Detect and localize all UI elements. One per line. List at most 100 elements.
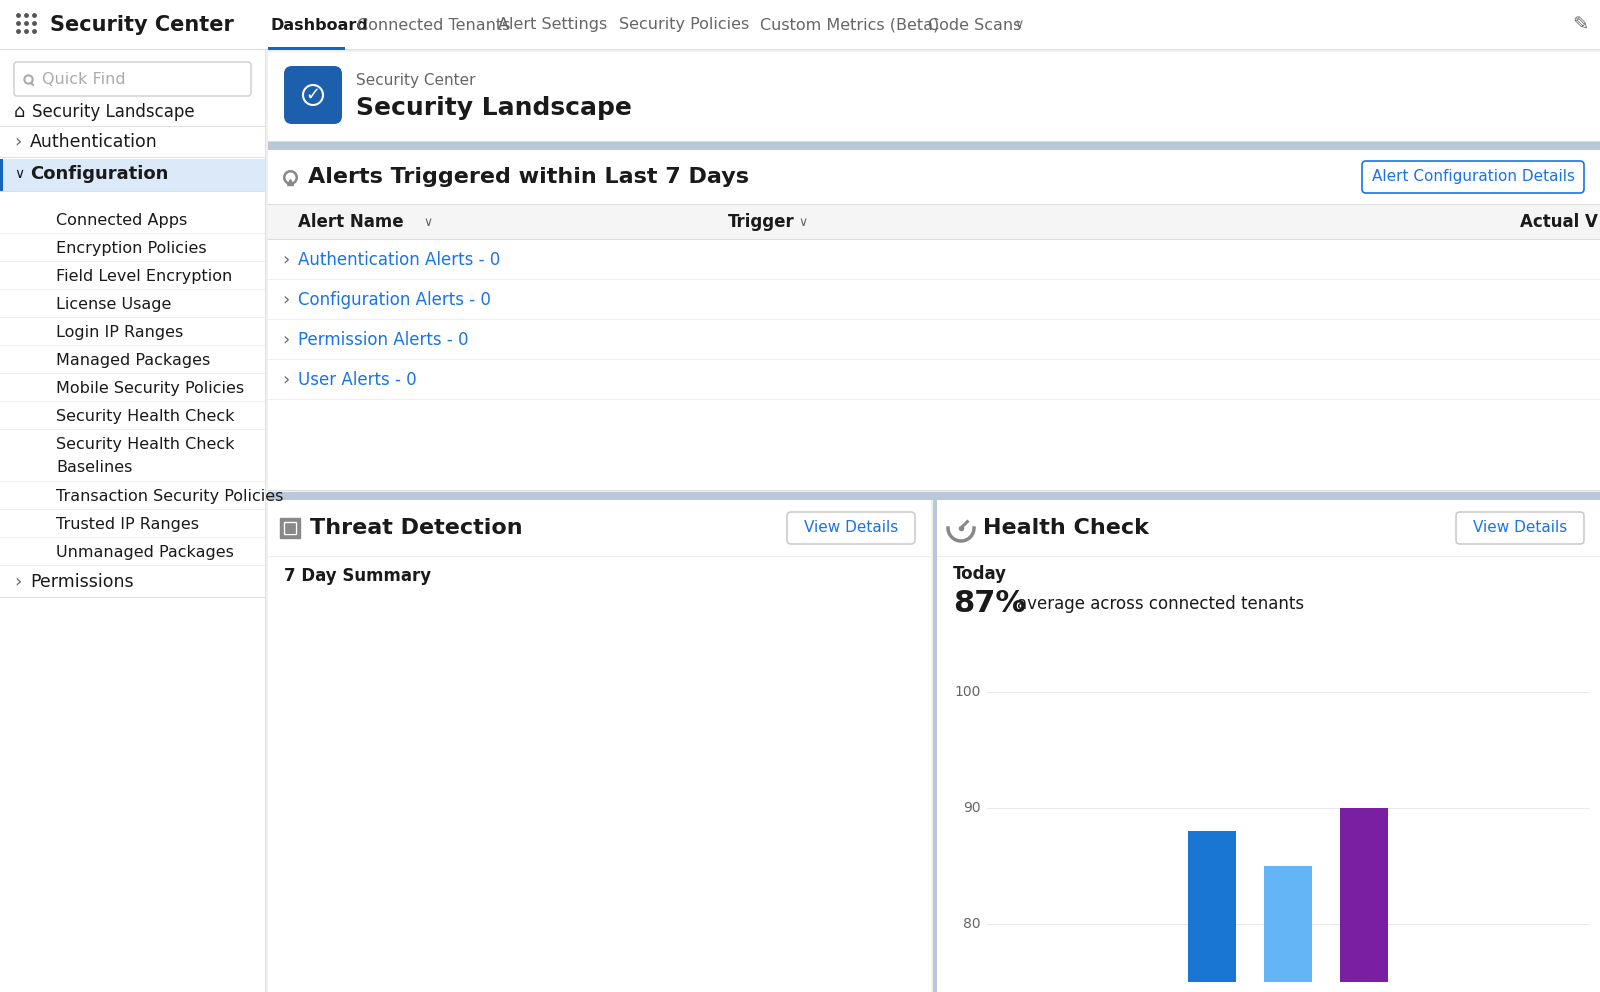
FancyBboxPatch shape: [787, 512, 915, 544]
Bar: [0, 373, 266, 374]
Bar: [269, 359, 1600, 360]
Bar: [1264, 866, 1312, 982]
Bar: [0, 159, 3, 191]
Bar: [0, 0, 1600, 50]
Bar: [269, 142, 1600, 150]
Text: Unmanaged Packages: Unmanaged Packages: [56, 545, 234, 559]
Text: Actual V: Actual V: [1520, 213, 1598, 231]
FancyBboxPatch shape: [1362, 161, 1584, 193]
Bar: [269, 280, 1600, 320]
Text: Permission Alerts - 0: Permission Alerts - 0: [298, 331, 469, 349]
Bar: [987, 807, 1590, 808]
Bar: [269, 150, 1600, 490]
Bar: [269, 141, 1600, 142]
Text: ▪: ▪: [283, 519, 296, 538]
Text: Connected Apps: Connected Apps: [56, 212, 187, 227]
Text: Security Center: Security Center: [50, 15, 234, 35]
FancyBboxPatch shape: [1456, 512, 1584, 544]
Text: 80: 80: [963, 917, 981, 931]
Text: ›: ›: [282, 331, 290, 349]
Text: License Usage: License Usage: [56, 297, 171, 311]
Bar: [269, 47, 346, 50]
Bar: [938, 500, 1600, 992]
Text: Security Health Check: Security Health Check: [56, 409, 235, 424]
Text: Configuration Alerts - 0: Configuration Alerts - 0: [298, 291, 491, 309]
Text: Security Health Check: Security Health Check: [56, 436, 235, 451]
Text: Alert Name: Alert Name: [298, 213, 403, 231]
Text: Alerts Triggered within Last 7 Days: Alerts Triggered within Last 7 Days: [307, 167, 749, 187]
Text: Encryption Policies: Encryption Policies: [56, 240, 206, 256]
Bar: [269, 492, 1600, 500]
Bar: [0, 509, 266, 510]
Text: Trusted IP Ranges: Trusted IP Ranges: [56, 517, 198, 532]
Bar: [0, 49, 1600, 50]
Bar: [0, 537, 266, 538]
Bar: [269, 204, 1600, 240]
Bar: [1187, 831, 1235, 982]
Bar: [0, 157, 266, 158]
Text: Custom Metrics (Beta): Custom Metrics (Beta): [760, 18, 939, 33]
Bar: [269, 239, 1600, 240]
Text: Alert Settings: Alert Settings: [498, 18, 608, 33]
Bar: [0, 126, 266, 127]
Text: 90: 90: [963, 801, 981, 815]
Text: Security Policies: Security Policies: [619, 18, 749, 33]
Bar: [0, 429, 266, 430]
Bar: [269, 319, 1600, 320]
Text: Mobile Security Policies: Mobile Security Policies: [56, 381, 245, 396]
Bar: [269, 240, 1600, 280]
Text: ✓: ✓: [306, 86, 320, 104]
Text: Today: Today: [954, 565, 1006, 583]
Bar: [0, 159, 266, 191]
Text: Health Check: Health Check: [982, 518, 1149, 538]
Text: Security Landscape: Security Landscape: [355, 96, 632, 120]
FancyBboxPatch shape: [14, 62, 251, 96]
Text: View Details: View Details: [1474, 521, 1566, 536]
Bar: [938, 556, 1600, 557]
Text: ⌂: ⌂: [14, 103, 26, 121]
Bar: [269, 204, 1600, 205]
Text: ›: ›: [14, 133, 21, 151]
Bar: [269, 50, 1600, 992]
Bar: [0, 345, 266, 346]
Bar: [0, 481, 266, 482]
Bar: [0, 233, 266, 234]
Bar: [269, 52, 1600, 142]
Bar: [0, 50, 266, 992]
Text: View Details: View Details: [803, 521, 898, 536]
Bar: [269, 399, 1600, 400]
Text: ∨: ∨: [798, 215, 806, 228]
Text: ›: ›: [282, 251, 290, 269]
Text: ✎: ✎: [1571, 16, 1589, 35]
Bar: [269, 556, 931, 557]
Text: ∨: ∨: [422, 215, 432, 228]
Text: ›: ›: [282, 371, 290, 389]
Bar: [269, 500, 931, 992]
Text: Quick Find: Quick Find: [42, 71, 126, 86]
Bar: [1341, 808, 1389, 982]
Text: User Alerts - 0: User Alerts - 0: [298, 371, 416, 389]
Text: ∨: ∨: [14, 167, 24, 181]
Text: ∨: ∨: [1014, 19, 1022, 32]
Bar: [269, 320, 1600, 360]
Text: 87%: 87%: [954, 589, 1026, 618]
Text: Security Center: Security Center: [355, 72, 475, 87]
Text: Code Scans: Code Scans: [928, 18, 1021, 33]
Text: Dashboard: Dashboard: [270, 18, 368, 33]
Bar: [0, 261, 266, 262]
Text: average across connected tenants: average across connected tenants: [1018, 595, 1304, 613]
Bar: [933, 500, 938, 992]
Text: Connected Tenants: Connected Tenants: [357, 18, 510, 33]
Text: Baselines: Baselines: [56, 460, 133, 475]
FancyBboxPatch shape: [285, 66, 342, 124]
Text: ›: ›: [14, 573, 21, 591]
Text: Transaction Security Policies: Transaction Security Policies: [56, 488, 283, 504]
Bar: [0, 597, 266, 598]
Text: Field Level Encryption: Field Level Encryption: [56, 269, 232, 284]
Bar: [269, 490, 1600, 491]
Text: Authentication: Authentication: [30, 133, 158, 151]
Text: Threat Detection: Threat Detection: [310, 518, 523, 538]
Bar: [0, 289, 266, 290]
Bar: [987, 691, 1590, 692]
Bar: [0, 191, 266, 192]
